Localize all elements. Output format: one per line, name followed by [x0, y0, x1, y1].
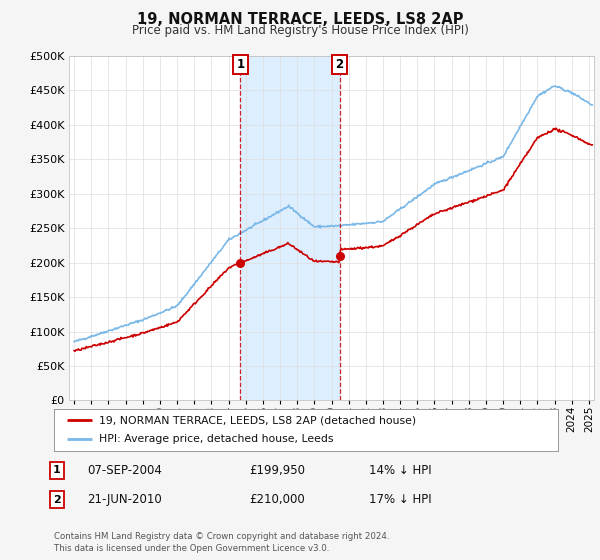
Text: 2: 2 — [335, 58, 344, 71]
Text: 07-SEP-2004: 07-SEP-2004 — [87, 464, 162, 477]
Text: £199,950: £199,950 — [249, 464, 305, 477]
Text: Price paid vs. HM Land Registry's House Price Index (HPI): Price paid vs. HM Land Registry's House … — [131, 24, 469, 36]
Text: 14% ↓ HPI: 14% ↓ HPI — [369, 464, 431, 477]
Text: Contains HM Land Registry data © Crown copyright and database right 2024.
This d: Contains HM Land Registry data © Crown c… — [54, 532, 389, 553]
Text: HPI: Average price, detached house, Leeds: HPI: Average price, detached house, Leed… — [100, 435, 334, 445]
Text: £210,000: £210,000 — [249, 493, 305, 506]
Text: 17% ↓ HPI: 17% ↓ HPI — [369, 493, 431, 506]
Text: 1: 1 — [53, 465, 61, 475]
Text: 1: 1 — [236, 58, 244, 71]
Text: 21-JUN-2010: 21-JUN-2010 — [87, 493, 162, 506]
Text: 19, NORMAN TERRACE, LEEDS, LS8 2AP: 19, NORMAN TERRACE, LEEDS, LS8 2AP — [137, 12, 463, 27]
Text: 2: 2 — [53, 494, 61, 505]
Text: 19, NORMAN TERRACE, LEEDS, LS8 2AP (detached house): 19, NORMAN TERRACE, LEEDS, LS8 2AP (deta… — [100, 415, 416, 425]
Bar — [241, 56, 340, 400]
